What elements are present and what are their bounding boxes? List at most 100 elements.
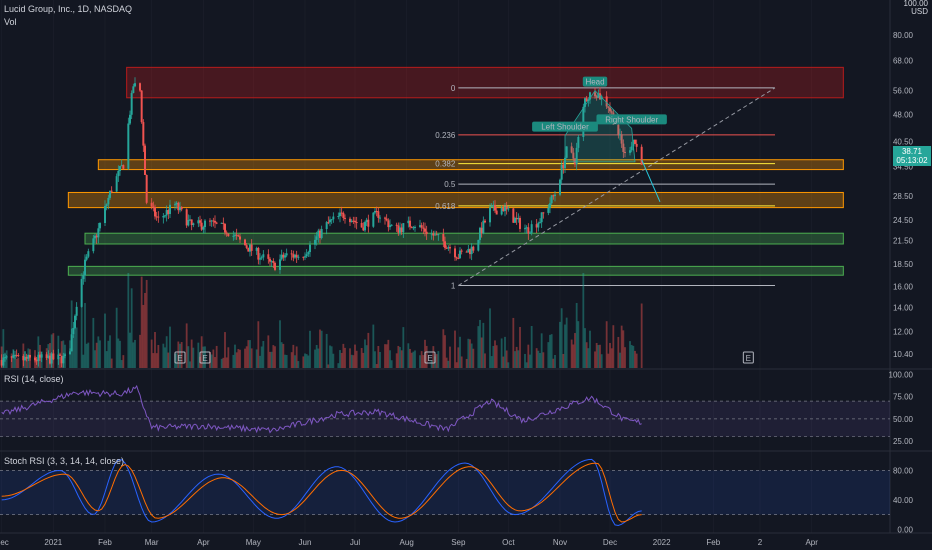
candle-body <box>189 219 191 221</box>
volume-bar <box>430 360 433 368</box>
candle-body <box>500 208 503 215</box>
candle-body <box>445 247 448 249</box>
candle-body <box>584 98 586 107</box>
candle-body <box>10 356 13 358</box>
volume-bar <box>397 345 400 368</box>
time-axis-tick: Feb <box>706 538 720 547</box>
earnings-marker <box>199 351 211 364</box>
time-axis-tick: Apr <box>197 538 210 547</box>
volume-bar <box>435 354 438 368</box>
candle-body <box>470 246 473 255</box>
volume-bar <box>527 344 530 368</box>
volume-bar <box>344 347 346 368</box>
volume-bar <box>224 332 226 368</box>
volume-bar <box>472 348 475 368</box>
candle-body <box>34 357 36 361</box>
volume-bar <box>539 353 541 368</box>
volume-bar <box>564 324 566 368</box>
last-price-value: 38.71 <box>901 147 923 156</box>
volume-bar <box>139 334 141 368</box>
volume-bar <box>584 328 586 368</box>
candle-body <box>374 210 376 213</box>
candle-body <box>309 244 311 253</box>
volume-bar <box>197 342 200 368</box>
volume-bar <box>210 354 213 368</box>
candle-body <box>607 106 610 108</box>
candle-body <box>85 256 88 260</box>
volume-bar <box>314 349 316 368</box>
volume-bar <box>244 348 246 368</box>
candle-body <box>514 217 516 223</box>
volume-bar <box>597 345 600 368</box>
candle-body <box>504 206 506 212</box>
candle-body <box>305 254 308 257</box>
volume-bar <box>260 346 263 368</box>
volume-bar <box>95 342 98 368</box>
candle-body <box>50 353 53 364</box>
time-axis-tick: Sep <box>451 538 466 547</box>
volume-bar <box>212 349 215 368</box>
candle-body <box>199 220 201 223</box>
trendline <box>458 87 776 286</box>
volume-bar <box>85 343 88 368</box>
volume-bar <box>535 348 538 368</box>
candle-body <box>597 93 600 98</box>
candle-body <box>495 210 498 215</box>
candle-body <box>82 275 85 280</box>
candle-body <box>222 222 225 224</box>
volume-bar <box>502 356 505 368</box>
volume-bar <box>349 348 351 368</box>
volume-bar <box>632 345 635 368</box>
volume-bar <box>425 345 428 368</box>
candle-body <box>434 234 436 236</box>
candle-body <box>12 355 15 358</box>
candle-body <box>202 227 205 230</box>
volume-bar <box>17 357 20 368</box>
volume-bar <box>540 333 543 368</box>
candle-body <box>92 238 95 252</box>
volume-bar <box>325 333 328 368</box>
candle-body <box>174 204 176 206</box>
last-price-tag[interactable]: 38.71 05:13:02 <box>893 146 931 166</box>
currency-unit: USD <box>911 7 928 16</box>
candle-body <box>397 225 400 233</box>
volume-bar <box>390 360 393 368</box>
candle-body <box>120 165 123 167</box>
volume-bar <box>177 341 180 368</box>
volume-bar <box>220 358 223 368</box>
candle-body <box>447 247 450 249</box>
candle-body <box>455 257 458 259</box>
candle-body <box>224 223 226 233</box>
candle-body <box>75 306 78 316</box>
candle-body <box>297 256 300 258</box>
volume-bar <box>482 322 485 368</box>
candle-body <box>437 233 440 235</box>
volume-bar <box>375 364 378 368</box>
candle-body <box>150 202 153 207</box>
candle-body <box>605 96 608 107</box>
volume-bar <box>25 356 28 368</box>
volume-bar <box>309 330 311 368</box>
volume-bar <box>202 346 205 368</box>
volume-bar <box>60 341 63 368</box>
candle-body <box>14 355 16 357</box>
volume-bar <box>457 347 460 368</box>
time-axis-tick: 2022 <box>653 538 671 547</box>
volume-bar <box>339 350 341 368</box>
candle-body <box>379 217 381 219</box>
candle-body <box>29 354 31 358</box>
candle-body <box>559 179 561 195</box>
volume-bar <box>372 324 375 368</box>
candle-body <box>87 251 90 257</box>
candle-body <box>279 259 281 270</box>
candle-body <box>244 239 246 246</box>
volume-bar <box>414 350 416 368</box>
volume-bar <box>74 320 76 368</box>
candle-body <box>422 227 425 229</box>
volume-bar <box>362 352 365 368</box>
candle-body <box>479 227 481 240</box>
volume-bar <box>222 357 225 368</box>
volume-bar <box>354 344 356 368</box>
candle-body <box>542 212 545 214</box>
